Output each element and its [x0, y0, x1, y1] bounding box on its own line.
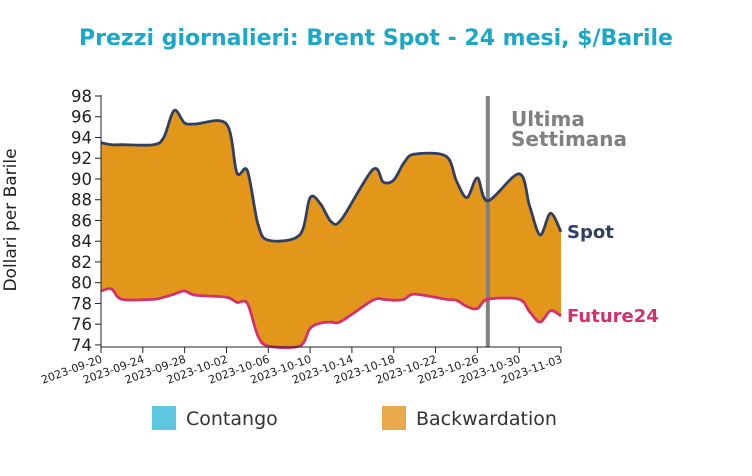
- y-tick-label: 80: [71, 274, 92, 293]
- legend-swatch-backwardation: [382, 406, 406, 430]
- chart-title: Prezzi giornalieri: Brent Spot - 24 mesi…: [79, 26, 673, 51]
- y-tick-label: 96: [71, 108, 92, 127]
- y-tick-label: 84: [71, 232, 92, 251]
- legend-label-contango: Contango: [186, 408, 278, 430]
- future24-series-label: Future24: [567, 306, 659, 327]
- y-tick-label: 88: [71, 191, 92, 210]
- x-axis: 2023-09-202023-09-242023-09-282023-10-02…: [39, 346, 564, 387]
- y-tick-label: 86: [71, 211, 92, 230]
- spot-series-line: [100, 108, 563, 243]
- y-tick-label: 92: [71, 149, 92, 168]
- y-tick-label: 90: [71, 170, 92, 189]
- y-tick-label: 76: [71, 315, 92, 334]
- legend: Contango Backwardation: [152, 406, 557, 430]
- legend-swatch-contango: [152, 406, 176, 430]
- legend-label-backwardation: Backwardation: [416, 408, 557, 430]
- spot-series-label: Spot: [567, 222, 614, 243]
- y-tick-label: 94: [71, 128, 92, 147]
- y-tick-label: 78: [71, 294, 92, 313]
- y-tick-label: 74: [71, 336, 92, 355]
- backwardation-area: [101, 110, 561, 348]
- future24-series-line: [100, 287, 562, 350]
- y-tick-label: 98: [71, 87, 92, 106]
- y-tick-label: 82: [71, 253, 92, 272]
- last-week-label-line1: Ultima: [511, 107, 585, 131]
- last-week-label-line2: Settimana: [511, 127, 627, 151]
- y-axis-label: Dollari per Barile: [1, 148, 21, 291]
